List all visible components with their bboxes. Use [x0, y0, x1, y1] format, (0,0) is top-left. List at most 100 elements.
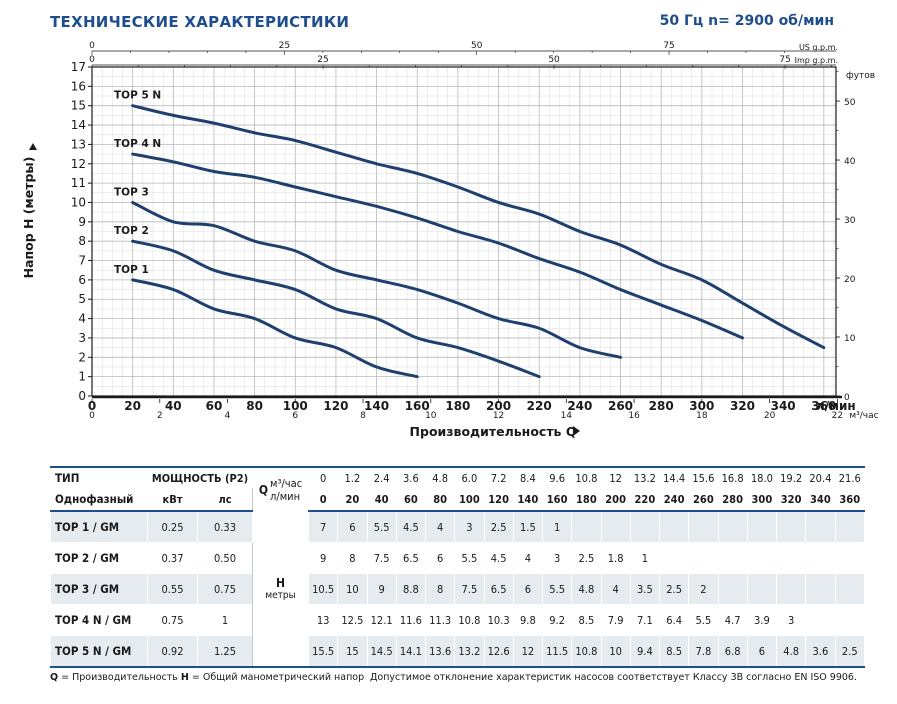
x-tick-label: 100	[283, 399, 308, 413]
head-value	[776, 510, 807, 543]
series-label-top-2: TOP 2	[114, 225, 149, 237]
subheader-kw: кВт	[147, 488, 198, 512]
m3h-tick-label: 6	[292, 411, 298, 421]
footnote-q-text: = Производительность	[58, 672, 181, 683]
head-value: 14.1	[395, 635, 427, 667]
q-lmin-value: 60	[395, 488, 427, 512]
y-tick-label: 17	[71, 60, 86, 74]
x-tick-label: 320	[730, 399, 755, 413]
x-tick-label: 260	[608, 399, 633, 413]
q-lmin-value: 40	[366, 488, 397, 512]
head-value: 8.5	[571, 604, 602, 636]
x-tick-label: 300	[689, 399, 714, 413]
x-tick-label: 340	[771, 399, 796, 413]
head-value: 1.5	[512, 510, 544, 543]
head-value: 12.5	[337, 604, 368, 636]
head-value: 5.5	[454, 542, 485, 574]
feet-tick-label: 20	[844, 275, 856, 285]
head-value	[776, 573, 807, 605]
head-value: 2.5	[834, 635, 866, 667]
imp-gpm-tick-label: 75	[779, 55, 790, 65]
head-value: 8	[425, 573, 456, 605]
pump-model: TOP 3 / GM	[50, 573, 148, 605]
head-value: 8.8	[395, 573, 427, 605]
head-value: 1.8	[600, 542, 631, 574]
head-value: 10.3	[483, 604, 514, 636]
q-lmin-value: 240	[659, 488, 690, 512]
q-lmin-value: 340	[805, 488, 836, 512]
table-row: TOP 4 N / GM 0.75 1 13 12.5 12.1 11.6 11.3 10.8 1…	[50, 604, 866, 636]
head-value: 4.5	[395, 510, 427, 543]
head-value: 3	[542, 542, 573, 574]
x-tick-label: 160	[405, 399, 430, 413]
head-value: 13	[308, 604, 339, 636]
x-unit-label: л/мин	[816, 399, 856, 413]
subheader-phase: Однофазный	[50, 488, 148, 512]
head-value: 5.5	[366, 510, 397, 543]
m3h-tick-label: 22	[832, 411, 843, 421]
q-m3h-value: 4.8	[425, 467, 456, 488]
head-value: 13.6	[425, 635, 456, 667]
q-lmin-value: 120	[483, 488, 514, 512]
x-axis-arrow-icon	[573, 426, 580, 436]
power-kw: 0.37	[147, 542, 198, 574]
footnote-h-text: = Общий манометрический напор	[188, 672, 365, 683]
q-lmin-value: 160	[542, 488, 573, 512]
head-value	[629, 510, 661, 543]
y-tick-label: 9	[78, 215, 86, 229]
x-tick-label: 220	[527, 399, 552, 413]
head-value: 2.5	[659, 573, 690, 605]
q-lmin-value: 100	[454, 488, 485, 512]
series-line-top-2	[131, 239, 541, 379]
q-m3h-value: 2.4	[366, 467, 397, 488]
head-value: 5.5	[688, 604, 719, 636]
x-tick-label: 140	[364, 399, 389, 413]
y-tick-label: 6	[78, 273, 86, 287]
m3h-tick-label: 8	[360, 411, 366, 421]
power-hp: 0.75	[196, 573, 254, 605]
q-m3h-value: 1.2	[337, 467, 368, 488]
head-value	[805, 510, 836, 543]
head-value: 8.5	[659, 635, 690, 667]
q-m3h-value: 3.6	[395, 467, 427, 488]
imp-gpm-tick-label: 50	[548, 55, 560, 65]
head-value: 7.1	[629, 604, 661, 636]
head-value: 3.9	[746, 604, 778, 636]
q-lmin-value: 220	[629, 488, 661, 512]
chart-axes	[88, 50, 842, 403]
col-power-header: МОЩНОСТЬ (P2)	[146, 467, 254, 488]
series-line-top-3	[131, 200, 623, 359]
head-value	[659, 542, 690, 574]
head-value: 4.8	[776, 635, 807, 667]
q-m3h-value: 10.8	[571, 467, 602, 488]
head-value: 7.8	[688, 635, 719, 667]
q-m3h-value: 14.4	[659, 467, 690, 488]
head-value: 12.6	[483, 635, 514, 667]
head-value: 5.5	[542, 573, 573, 605]
head-value	[805, 542, 836, 574]
head-value	[776, 542, 807, 574]
head-value: 4.8	[571, 573, 602, 605]
pump-model: TOP 5 N / GM	[50, 635, 148, 667]
q-lmin-value: 200	[600, 488, 631, 512]
head-value	[805, 573, 836, 605]
q-m3h-value: 12	[600, 467, 631, 488]
q-m3h-value: 7.2	[483, 467, 514, 488]
power-hp: 0.50	[196, 542, 254, 574]
chart-series: TOP 1 TOP 2 TOP 3 TOP 4 N TOP 5 N	[114, 90, 826, 379]
series-label-top-3: TOP 3	[114, 186, 149, 198]
q-m3h-value: 0	[308, 467, 339, 488]
head-value: 9.2	[542, 604, 573, 636]
x-tick-label: 40	[165, 399, 182, 413]
imp-gpm-tick-label: 0	[89, 55, 95, 65]
head-value: 9	[308, 542, 339, 574]
x-tick-label: 20	[124, 399, 141, 413]
q-m3h-value: 15.6	[688, 467, 719, 488]
y-axis-arrow-icon	[29, 143, 37, 150]
us-gpm-tick-label: 75	[663, 41, 674, 51]
q-m3h-value: 9.6	[542, 467, 573, 488]
pump-model: TOP 1 / GM	[50, 510, 148, 543]
